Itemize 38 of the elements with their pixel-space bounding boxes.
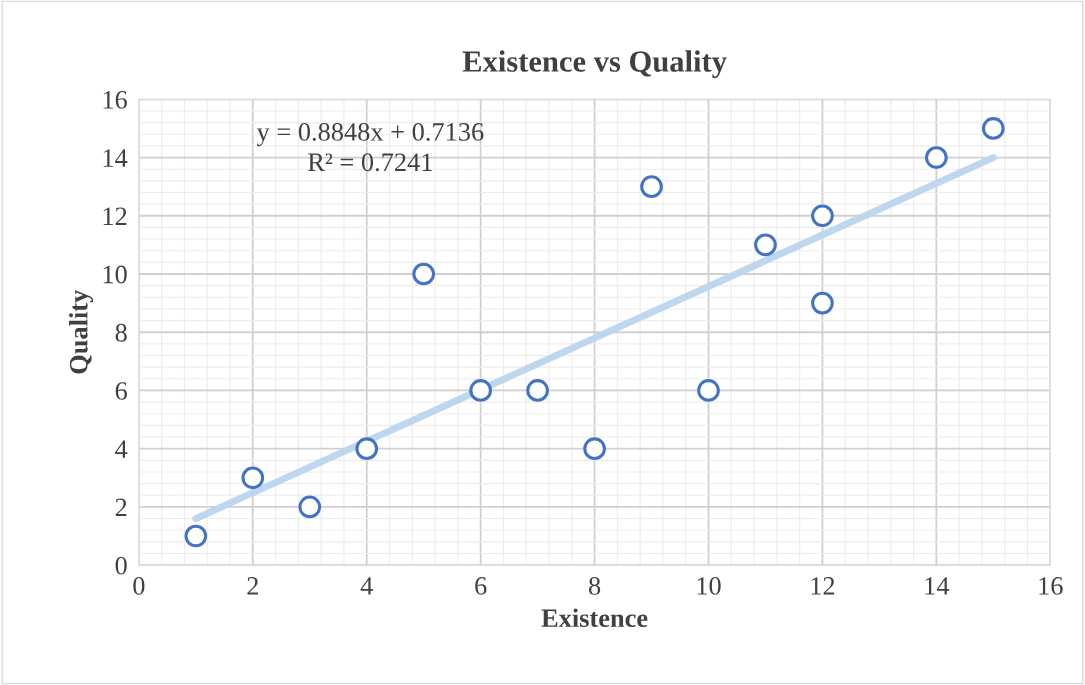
point — [241, 466, 265, 490]
point — [298, 495, 322, 519]
x-tick-label: 2 — [247, 577, 258, 595]
y-tick-label: 14 — [103, 149, 128, 167]
x-tick-label: 12 — [811, 577, 835, 595]
point — [811, 204, 834, 228]
point — [526, 379, 549, 402]
x-tick-label: 16 — [1039, 577, 1063, 595]
annotation: R² = 0.7241 — [308, 153, 432, 172]
x-tick-label: 8 — [588, 577, 601, 595]
y-tick-label: 8 — [115, 323, 127, 342]
point — [811, 291, 834, 315]
chart-title: Existence vs Quality — [462, 50, 727, 79]
x-tick-label: 0 — [133, 577, 145, 595]
y-tick-label: 4 — [115, 440, 128, 458]
annotation: y = 0.8848x + 0.7136 — [256, 122, 484, 147]
y-tick-label: 12 — [103, 207, 127, 225]
y-tick-label: 2 — [115, 498, 127, 517]
y-tick-label: 10 — [103, 265, 127, 284]
y-axis-title: Quality — [69, 289, 94, 374]
point — [583, 437, 606, 461]
x-tick-label: 6 — [475, 577, 487, 595]
y-tick-label: 6 — [115, 382, 127, 400]
y-tick-label: 0 — [115, 556, 127, 575]
x-tick-label: 10 — [697, 577, 721, 595]
point — [640, 175, 663, 199]
point — [412, 262, 436, 286]
point — [754, 233, 777, 257]
point — [184, 524, 208, 548]
point — [981, 117, 1005, 140]
point — [355, 437, 379, 461]
point — [697, 379, 720, 402]
y-tick-label: 16 — [103, 91, 127, 109]
point — [469, 379, 493, 402]
x-axis-title: Existence — [541, 608, 648, 628]
x-tick-label: 14 — [925, 577, 950, 595]
point — [925, 146, 948, 169]
x-tick-label: 4 — [360, 577, 373, 595]
